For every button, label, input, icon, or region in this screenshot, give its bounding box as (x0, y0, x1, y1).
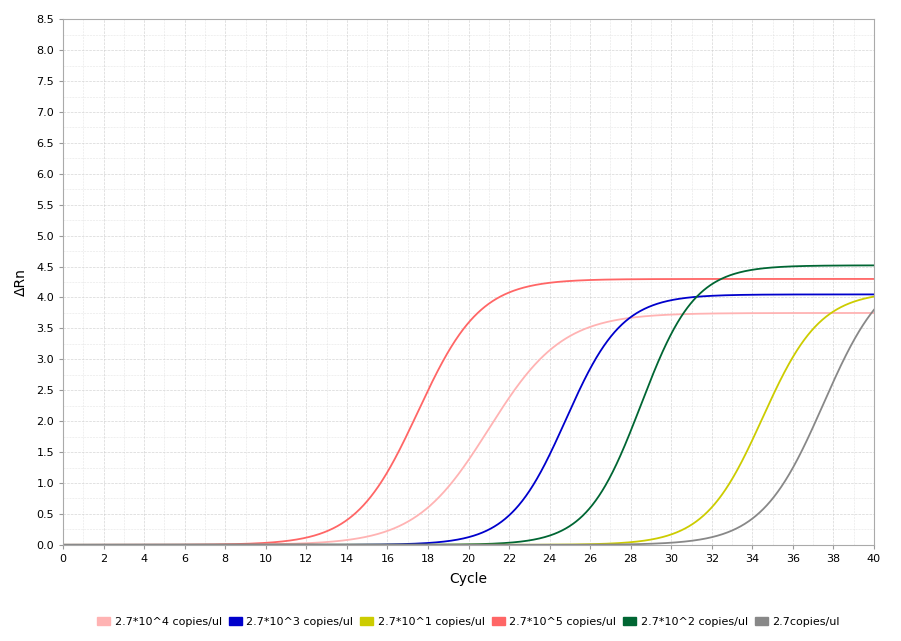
Y-axis label: ΔRn: ΔRn (14, 268, 28, 296)
Legend: 2.7*10^4 copies/ul, 2.7*10^3 copies/ul, 2.7*10^1 copies/ul, 2.7*10^5 copies/ul, : 2.7*10^4 copies/ul, 2.7*10^3 copies/ul, … (94, 613, 843, 630)
X-axis label: Cycle: Cycle (450, 572, 487, 587)
